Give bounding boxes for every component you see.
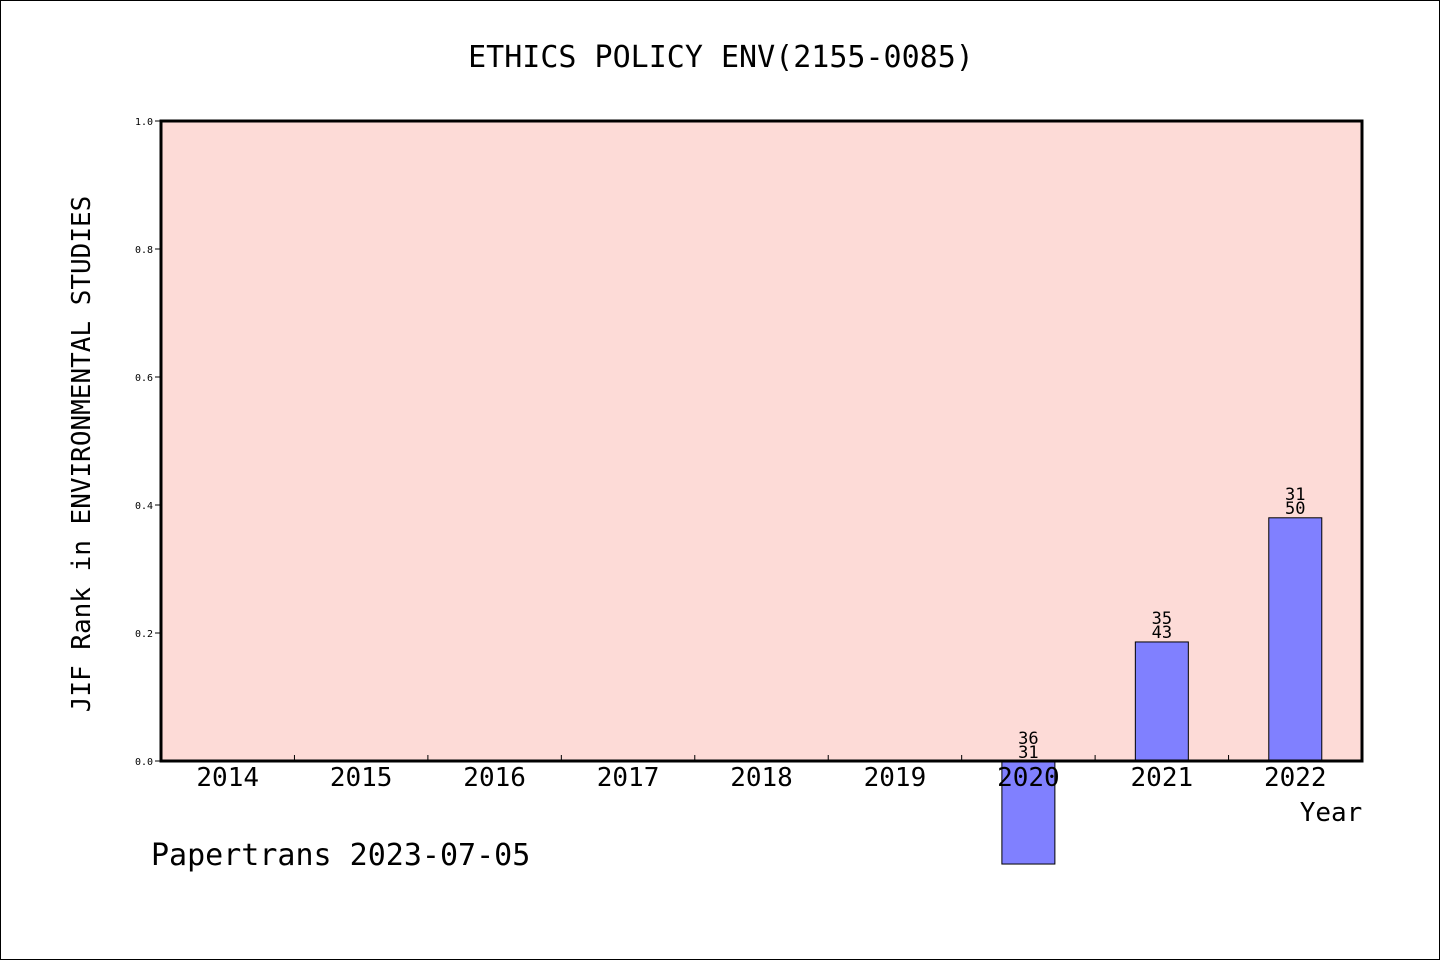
y-tick-label: 1.0: [135, 117, 153, 128]
x-tick-label: 2014: [196, 763, 259, 793]
x-tick-label: 2021: [1131, 763, 1194, 793]
x-tick-label: 2020: [997, 763, 1060, 793]
x-tick-label: 2019: [864, 763, 927, 793]
bar-label-bottom: 50: [1285, 499, 1305, 519]
bar: [1134, 641, 1189, 762]
bar-label-bottom: 43: [1152, 623, 1172, 643]
x-tick-label: 2017: [597, 763, 660, 793]
y-tick-label: 0.0: [135, 757, 153, 768]
y-tick-label: 0.6: [135, 373, 153, 384]
bars-group: [1001, 517, 1323, 865]
plot-frame: [159, 119, 1364, 763]
y-tick-label: 0.4: [135, 501, 153, 512]
footer-credit: Papertrans 2023-07-05: [151, 838, 530, 873]
x-tick-label: 2015: [330, 763, 393, 793]
y-tick-label: 0.8: [135, 245, 153, 256]
bar-label-bottom: 31: [1018, 743, 1038, 763]
x-axis-label: Year: [1300, 798, 1363, 828]
bar-label-top: 31: [1285, 485, 1305, 505]
x-tick-label: 2022: [1264, 763, 1327, 793]
y-axis-label: JIF Rank in ENVIRONMENTAL STUDIES: [67, 196, 97, 713]
y-tick-label: 0.2: [135, 629, 153, 640]
bar-label-top: 35: [1152, 609, 1172, 629]
labels-group: 0.0 0.2 0.4 0.6 0.8 1.0 2014 2015 2016 2017 2018 20…: [135, 117, 1327, 793]
bar: [1268, 517, 1323, 762]
x-tick-label: 2016: [463, 763, 526, 793]
bar-label-top: 36: [1018, 729, 1038, 749]
x-tick-label: 2018: [730, 763, 793, 793]
chart-title: ETHICS POLICY ENV(2155-0085): [468, 40, 974, 75]
bar: [1001, 760, 1056, 865]
